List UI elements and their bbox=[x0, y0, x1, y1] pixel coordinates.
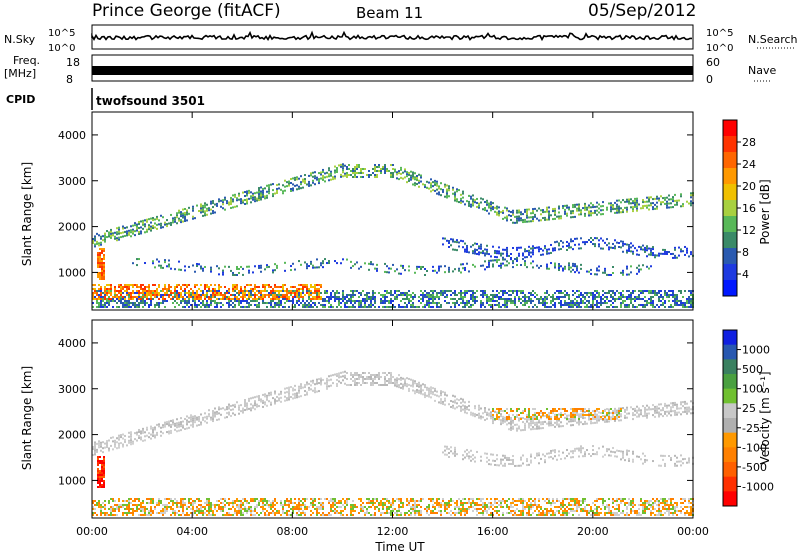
freq-label: Freq. bbox=[13, 54, 40, 67]
velocity-y-axis-label: Slant Range [km] bbox=[20, 366, 34, 470]
power-y-axis-label: Slant Range [km] bbox=[20, 162, 34, 266]
colorbar-tick-label: -25 bbox=[742, 422, 760, 435]
colorbar-tick-label: -500 bbox=[742, 461, 767, 474]
nsky-strip: N.Sky 10^5 10^0 10^5 10^0 N.Search bbox=[4, 24, 798, 54]
colorbar-swatch bbox=[723, 216, 737, 233]
station-title: Prince George (fitACF) bbox=[92, 1, 281, 21]
nsky-tick-high: 10^5 bbox=[48, 28, 75, 39]
colorbar-swatch bbox=[723, 432, 737, 448]
colorbar-tick-label: 24 bbox=[742, 158, 756, 171]
y-tick-label: 4000 bbox=[58, 129, 86, 142]
colorbar-tick-label: -100 bbox=[742, 441, 767, 454]
y-tick-label: 3000 bbox=[58, 383, 86, 396]
x-axis-label: Time UT bbox=[374, 540, 425, 554]
colorbar-tick-label: 500 bbox=[742, 363, 763, 376]
cpid-label: CPID bbox=[6, 93, 35, 106]
colorbar-swatch bbox=[723, 447, 737, 463]
x-tick-label: 00:00 bbox=[677, 525, 709, 538]
power-colorbar: 28 24 20 16 12 8 4 bbox=[722, 119, 756, 297]
x-tick-label: 08:00 bbox=[276, 525, 308, 538]
colorbar-swatch bbox=[723, 418, 737, 434]
power-heatmap bbox=[92, 163, 694, 308]
nsky-trace bbox=[91, 30, 692, 42]
colorbar-frame bbox=[722, 329, 738, 507]
date-label: 05/Sep/2012 bbox=[588, 1, 696, 21]
nsearch-tick-high: 10^5 bbox=[706, 28, 733, 39]
nsky-label: N.Sky bbox=[4, 33, 36, 46]
x-tick-label: 20:00 bbox=[577, 525, 609, 538]
colorbar-swatch bbox=[723, 136, 737, 153]
colorbar-swatch bbox=[723, 152, 737, 169]
colorbar-tick-label: 16 bbox=[742, 202, 756, 215]
y-tick-label: 1000 bbox=[58, 266, 86, 279]
freq-unit-label: [MHz] bbox=[4, 67, 36, 80]
colorbar-swatch bbox=[723, 330, 737, 346]
nsky-tick-low: 10^0 bbox=[48, 43, 75, 54]
freq-tick-low: 8 bbox=[66, 73, 73, 86]
power-x-ticks bbox=[91, 112, 694, 310]
colorbar-tick-label: 28 bbox=[742, 136, 756, 149]
colorbar-swatch bbox=[723, 200, 737, 217]
velocity-colorbar: 1000 500 100 25 -25 -100 -500 -1000 bbox=[722, 329, 774, 507]
beam-label: Beam 11 bbox=[356, 4, 423, 22]
nave-label: Nave bbox=[748, 64, 776, 77]
y-tick-label: 4000 bbox=[58, 337, 86, 350]
colorbar-swatch bbox=[723, 388, 737, 404]
colorbar-swatch bbox=[723, 264, 737, 281]
colorbar-swatch bbox=[723, 184, 737, 201]
colorbar-tick-label: 1000 bbox=[742, 344, 770, 357]
colorbar-swatch bbox=[723, 168, 737, 185]
nsearch-label: N.Search bbox=[748, 33, 798, 46]
cpid-strip: CPID twofsound 3501 bbox=[6, 88, 205, 110]
colorbar-swatch bbox=[723, 476, 737, 492]
freq-tick-high: 18 bbox=[66, 56, 80, 69]
y-tick-label: 3000 bbox=[58, 175, 86, 188]
velocity-panel: 4000 3000 2000 1000 00:00 04:00 08:00 12:00 16:… bbox=[20, 319, 774, 554]
velocity-colorbar-label: Velocity [m s⁻¹] bbox=[758, 371, 772, 464]
power-colorbar-label: Power [dB] bbox=[758, 179, 772, 244]
x-tick-label: 00:00 bbox=[76, 525, 108, 538]
colorbar-swatch bbox=[723, 403, 737, 419]
y-tick-label: 2000 bbox=[58, 221, 86, 234]
colorbar-tick-label: -1000 bbox=[742, 480, 774, 493]
nsearch-tick-low: 10^0 bbox=[706, 43, 733, 54]
nave-tick-high: 60 bbox=[706, 56, 720, 69]
y-tick-label: 2000 bbox=[58, 429, 86, 442]
colorbar-swatch bbox=[723, 344, 737, 360]
colorbar-tick-label: 4 bbox=[742, 268, 749, 281]
nave-tick-low: 0 bbox=[706, 73, 713, 86]
colorbar-swatch bbox=[723, 232, 737, 249]
colorbar-swatch bbox=[723, 120, 737, 137]
y-tick-label: 1000 bbox=[58, 474, 86, 487]
x-tick-label: 04:00 bbox=[176, 525, 208, 538]
colorbar-swatch bbox=[723, 491, 737, 507]
colorbar-tick-label: 20 bbox=[742, 180, 756, 193]
power-panel: 4000 3000 2000 1000 Slant Range [km] 28 24 20… bbox=[20, 111, 772, 311]
colorbar-swatch bbox=[723, 462, 737, 478]
velocity-x-ticks: 00:00 04:00 08:00 12:00 16:00 20:00 00:00 bbox=[76, 320, 709, 538]
colorbar-tick-label: 12 bbox=[742, 224, 756, 237]
velocity-y-axis: 4000 3000 2000 1000 bbox=[58, 337, 693, 487]
colorbar-tick-label: 100 bbox=[742, 383, 763, 396]
colorbar-swatch bbox=[723, 248, 737, 265]
freq-trace bbox=[92, 66, 693, 75]
x-tick-label: 16:00 bbox=[477, 525, 509, 538]
freq-strip: Freq. [MHz] 18 8 60 0 Nave bbox=[4, 54, 776, 86]
colorbar-swatch bbox=[723, 280, 737, 297]
colorbar-swatch bbox=[723, 374, 737, 390]
colorbar-tick-label: 8 bbox=[742, 246, 749, 259]
velocity-heatmap bbox=[92, 370, 694, 516]
colorbar-swatch bbox=[723, 359, 737, 375]
colorbar-tick-label: 25 bbox=[742, 402, 756, 415]
x-tick-label: 12:00 bbox=[377, 525, 409, 538]
power-y-axis: 4000 3000 2000 1000 bbox=[58, 129, 693, 279]
cpid-value: twofsound 3501 bbox=[96, 94, 205, 108]
